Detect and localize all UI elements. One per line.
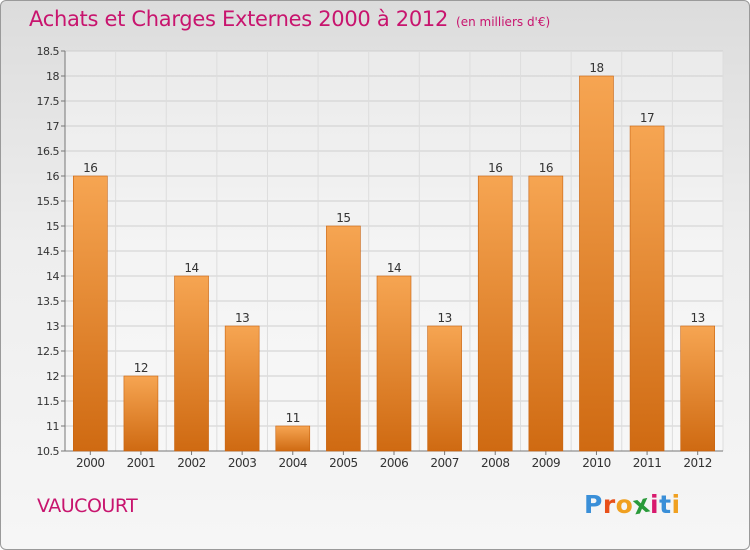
- y-tick-label: 13: [46, 320, 59, 333]
- y-tick-label: 14.5: [37, 245, 60, 258]
- bar: [174, 275, 209, 452]
- y-tick-label: 15: [46, 220, 59, 233]
- x-tick-label: 2009: [532, 456, 561, 470]
- proxiti-logo: Proxiti: [584, 489, 681, 521]
- logo-letter: o: [615, 490, 634, 519]
- bar: [73, 175, 108, 452]
- y-tick-label: 11.5: [37, 395, 60, 408]
- commune-name: VAUCOURT: [37, 495, 138, 517]
- data-label: 16: [488, 161, 502, 175]
- bar: [224, 325, 260, 452]
- bars: [73, 75, 715, 452]
- data-label: 14: [387, 261, 401, 275]
- x-tick-label: 2003: [228, 456, 257, 470]
- chart-title: Achats et Charges Externes 2000 à 2012 (e…: [29, 7, 550, 31]
- bar: [579, 75, 614, 452]
- data-label: 16: [539, 161, 553, 175]
- x-tick-label: 2012: [683, 456, 712, 470]
- bar: [326, 225, 361, 452]
- data-label: 14: [184, 261, 198, 275]
- logo-letter: t: [659, 490, 672, 519]
- x-tick-label: 2006: [380, 456, 409, 470]
- bar: [427, 325, 462, 452]
- bar: [629, 125, 665, 452]
- data-label: 15: [336, 211, 350, 225]
- data-label: 13: [437, 311, 451, 325]
- y-tick-label: 10.5: [37, 445, 60, 458]
- x-tick-label: 2011: [633, 456, 662, 470]
- y-tick-label: 17: [46, 120, 59, 133]
- logo-letter: i: [650, 490, 660, 519]
- y-tick-label: 17.5: [37, 95, 60, 108]
- y-tick-label: 13.5: [37, 295, 60, 308]
- y-tick-label: 18: [46, 70, 59, 83]
- bar: [123, 375, 159, 452]
- data-label: 12: [134, 361, 148, 375]
- logo-letter: r: [602, 490, 616, 519]
- x-tick-label: 2008: [481, 456, 510, 470]
- x-tick-label: 2000: [76, 456, 105, 470]
- data-label: 18: [589, 61, 603, 75]
- x-tick-label: 2005: [329, 456, 358, 470]
- y-tick-label: 16.5: [37, 145, 60, 158]
- data-label: 13: [691, 311, 705, 325]
- chart-title-main: Achats et Charges Externes 2000 à 2012: [29, 7, 449, 31]
- data-label: 11: [286, 411, 300, 425]
- x-tick-label: 2010: [582, 456, 611, 470]
- y-tick-label: 12: [46, 370, 59, 383]
- y-tick-label: 14: [46, 270, 59, 283]
- bar: [680, 325, 715, 452]
- x-tick-label: 2002: [177, 456, 206, 470]
- y-tick-label: 11: [46, 420, 59, 433]
- y-tick-label: 18.5: [37, 45, 60, 58]
- data-label: 13: [235, 311, 249, 325]
- chart-title-unit: (en milliers d'€): [456, 15, 551, 29]
- bar: [528, 175, 564, 452]
- logo-letter: i: [671, 490, 681, 519]
- x-tick-label: 2001: [127, 456, 156, 470]
- data-label: 16: [83, 161, 97, 175]
- labels: 10.5 11 11.5 12 12.5 13 13.5 14 14.5 15 15.5 16 16.5…: [37, 45, 713, 470]
- y-tick-label: 15.5: [37, 195, 60, 208]
- bar: [376, 275, 412, 452]
- x-tick-label: 2004: [278, 456, 307, 470]
- bar: [477, 175, 513, 452]
- data-label: 17: [640, 111, 654, 125]
- bar: [275, 425, 311, 452]
- y-tick-label: 16: [46, 170, 59, 183]
- y-tick-label: 12.5: [37, 345, 60, 358]
- logo-letter: P: [584, 490, 603, 519]
- x-tick-label: 2007: [430, 456, 459, 470]
